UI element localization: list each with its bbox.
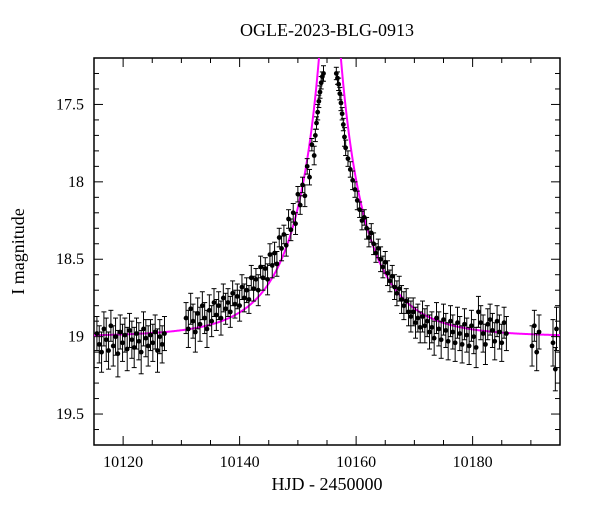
lightcurve-chart: OGLE-2023-BLG-0913 HJD - 2450000 I magnitu… xyxy=(0,0,600,512)
x-tick-label: 10160 xyxy=(336,454,376,471)
y-tick-label: 18.5 xyxy=(56,251,84,268)
y-tick-label: 18 xyxy=(68,174,84,191)
y-axis-label: I magnitude xyxy=(8,208,28,294)
chart-title: OGLE-2023-BLG-0913 xyxy=(240,20,414,40)
y-tick-label: 19.5 xyxy=(56,406,84,423)
chart-container: OGLE-2023-BLG-0913 HJD - 2450000 I magnitu… xyxy=(0,0,600,512)
y-tick-label: 19 xyxy=(68,329,84,346)
x-tick-label: 10120 xyxy=(103,454,143,471)
x-tick-label: 10140 xyxy=(220,454,260,471)
y-tick-label: 17.5 xyxy=(56,96,84,113)
x-axis-label: HJD - 2450000 xyxy=(272,474,383,494)
x-tick-label: 10180 xyxy=(453,454,493,471)
